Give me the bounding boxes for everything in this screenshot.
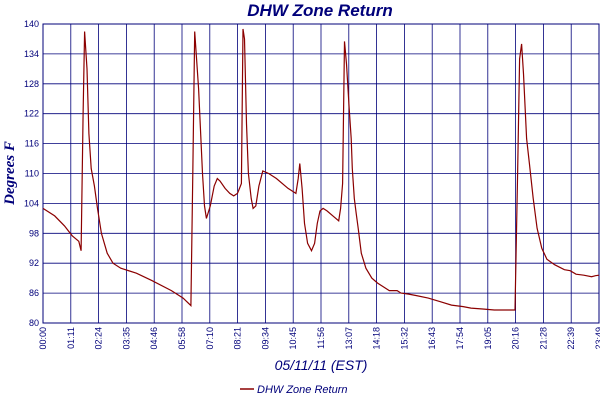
x-axis-label: 05/11/11 (EST) bbox=[275, 357, 368, 373]
y-tick-labels: 80 86 92 98 104 110 116 122 128 134 140 bbox=[24, 19, 39, 328]
x-tick-label: 21:28 bbox=[538, 327, 548, 350]
x-tick-label: 16:43 bbox=[427, 327, 437, 350]
y-tick-label: 140 bbox=[24, 19, 39, 29]
y-tick-label: 134 bbox=[24, 49, 39, 59]
y-tick-label: 122 bbox=[24, 109, 39, 119]
series-line-dhw-zone-return bbox=[42, 28, 600, 311]
x-tick-label: 19:05 bbox=[483, 327, 493, 350]
y-tick-label: 80 bbox=[29, 318, 39, 328]
x-tick-label: 11:56 bbox=[316, 327, 326, 349]
x-tick-label: 10:45 bbox=[288, 327, 298, 350]
y-tick-label: 92 bbox=[29, 258, 39, 268]
legend: DHW Zone Return bbox=[240, 384, 347, 396]
y-tick-label: 86 bbox=[29, 288, 39, 298]
x-tick-label: 05:58 bbox=[177, 327, 187, 350]
plot-area bbox=[42, 23, 600, 324]
x-tick-label: 03:35 bbox=[121, 327, 131, 350]
x-tick-label: 04:46 bbox=[149, 327, 159, 350]
y-tick-label: 128 bbox=[24, 79, 39, 89]
y-axis-label: Degrees F bbox=[2, 141, 18, 206]
y-tick-label: 98 bbox=[29, 228, 39, 238]
y-tick-label: 116 bbox=[25, 139, 39, 149]
x-tick-label: 08:21 bbox=[233, 327, 243, 350]
x-tick-label: 15:32 bbox=[399, 327, 409, 350]
chart-title: DHW Zone Return bbox=[247, 1, 392, 20]
x-tick-label: 09:34 bbox=[260, 327, 270, 350]
y-tick-label: 110 bbox=[25, 169, 39, 179]
x-tick-label: 23:49 bbox=[594, 327, 600, 350]
x-tick-label: 02:24 bbox=[94, 327, 104, 350]
x-tick-label: 00:00 bbox=[38, 327, 48, 350]
x-tick-label: 20:16 bbox=[511, 327, 521, 350]
x-tick-label: 01:11 bbox=[66, 327, 76, 349]
x-tick-label: 17:54 bbox=[455, 327, 465, 350]
x-tick-labels: 00:00 01:11 02:24 03:35 04:46 05:58 07:10 08:21… bbox=[38, 327, 600, 350]
legend-label: DHW Zone Return bbox=[257, 384, 347, 396]
x-tick-label: 14:18 bbox=[372, 327, 382, 350]
x-tick-label: 07:10 bbox=[205, 327, 215, 350]
y-tick-label: 104 bbox=[24, 198, 39, 208]
x-tick-label: 13:07 bbox=[344, 327, 354, 350]
x-tick-label: 22:39 bbox=[566, 327, 576, 350]
